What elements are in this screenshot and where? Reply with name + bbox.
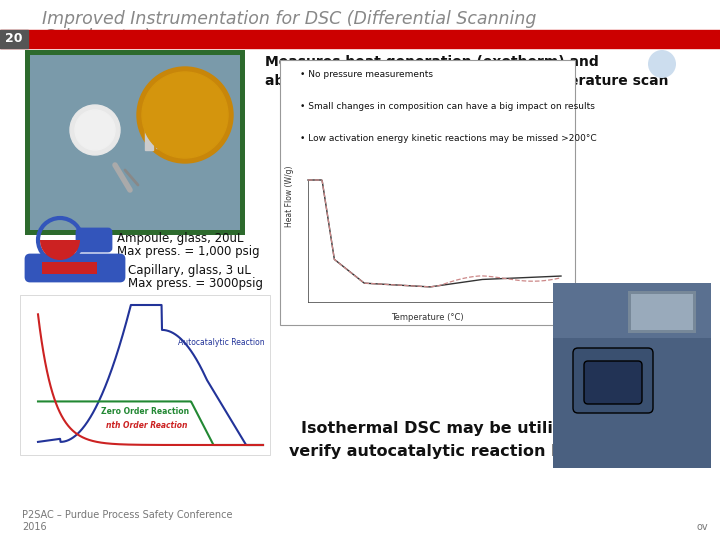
Text: Capillary, glass, 3 uL: Capillary, glass, 3 uL: [128, 264, 251, 277]
FancyBboxPatch shape: [77, 229, 111, 251]
Circle shape: [142, 72, 228, 158]
Bar: [42, 262, 97, 274]
Bar: [553, 283, 711, 468]
Bar: [0, 30, 28, 48]
Bar: [280, 60, 575, 325]
Text: Temperature (°C): Temperature (°C): [391, 313, 463, 322]
Text: Max press. = 3000psig: Max press. = 3000psig: [128, 277, 263, 290]
Bar: [30, 55, 240, 230]
Text: Isothermal DSC may be utilized to
verify autocatalytic reaction kinetics: Isothermal DSC may be utilized to verify…: [289, 421, 621, 458]
FancyBboxPatch shape: [584, 361, 642, 404]
Bar: [20, 295, 270, 455]
Text: • Small changes in composition can have a big impact on results: • Small changes in composition can have …: [300, 102, 595, 111]
Text: Measures heat generation (exotherm) and
absorption (endotherm) during a temperat: Measures heat generation (exotherm) and …: [265, 55, 668, 89]
FancyBboxPatch shape: [573, 348, 653, 413]
Circle shape: [648, 50, 676, 78]
Text: nth Order Reaction: nth Order Reaction: [106, 421, 187, 430]
Bar: [553, 283, 711, 338]
Text: Heat Flow (W/g): Heat Flow (W/g): [286, 165, 294, 227]
Bar: [145, 128, 153, 150]
Text: Max press. = 1,000 psig: Max press. = 1,000 psig: [117, 245, 260, 258]
Text: Ampoule, glass, 20uL: Ampoule, glass, 20uL: [117, 232, 243, 245]
Text: Improved Instrumentation for DSC (Differential Scanning: Improved Instrumentation for DSC (Differ…: [42, 10, 536, 28]
Text: ov: ov: [696, 522, 708, 532]
Bar: [0, 30, 720, 48]
Text: • Low activation energy kinetic reactions may be missed >200°C: • Low activation energy kinetic reaction…: [300, 134, 597, 143]
Bar: [156, 130, 162, 148]
Text: Autocatalytic Reaction: Autocatalytic Reaction: [178, 339, 264, 347]
Circle shape: [70, 105, 120, 155]
FancyBboxPatch shape: [26, 255, 124, 281]
Text: P2SAC – Purdue Process Safety Conference: P2SAC – Purdue Process Safety Conference: [22, 510, 233, 520]
Text: 2016: 2016: [22, 522, 47, 532]
Bar: [25, 50, 245, 235]
Text: 20: 20: [5, 32, 23, 45]
Text: • No pressure measurements: • No pressure measurements: [300, 70, 433, 79]
Circle shape: [137, 67, 233, 163]
Wedge shape: [40, 240, 80, 260]
Circle shape: [75, 110, 115, 150]
Bar: [631, 294, 693, 330]
Text: Zero Order Reaction: Zero Order Reaction: [101, 407, 189, 416]
Text: Calorimetry): Calorimetry): [42, 28, 151, 46]
Bar: [628, 291, 696, 333]
